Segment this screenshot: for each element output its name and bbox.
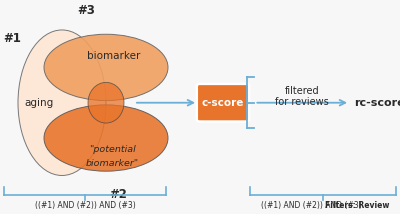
Text: biomarker: biomarker: [87, 51, 141, 61]
Text: rc-score: rc-score: [354, 98, 400, 108]
Text: #1: #1: [3, 32, 21, 45]
Text: ((#1) AND (#2)) AND (#3): ((#1) AND (#2)) AND (#3): [35, 201, 135, 210]
Text: filtered: filtered: [285, 86, 320, 96]
Text: c-score: c-score: [202, 98, 244, 108]
Text: for reviews: for reviews: [275, 97, 329, 107]
Ellipse shape: [88, 82, 124, 123]
Text: ((#1) AND (#2)) AND (#3): ((#1) AND (#2)) AND (#3): [262, 201, 364, 210]
Text: #3: #3: [77, 4, 95, 17]
Text: aging: aging: [24, 98, 54, 108]
Ellipse shape: [18, 30, 106, 175]
Text: "potential: "potential: [89, 145, 135, 154]
Circle shape: [44, 105, 168, 171]
Text: #2: #2: [109, 188, 127, 201]
Text: biomarker": biomarker": [86, 159, 138, 168]
Circle shape: [44, 34, 168, 101]
FancyBboxPatch shape: [197, 84, 249, 122]
Text: Filters: Review: Filters: Review: [325, 201, 389, 210]
